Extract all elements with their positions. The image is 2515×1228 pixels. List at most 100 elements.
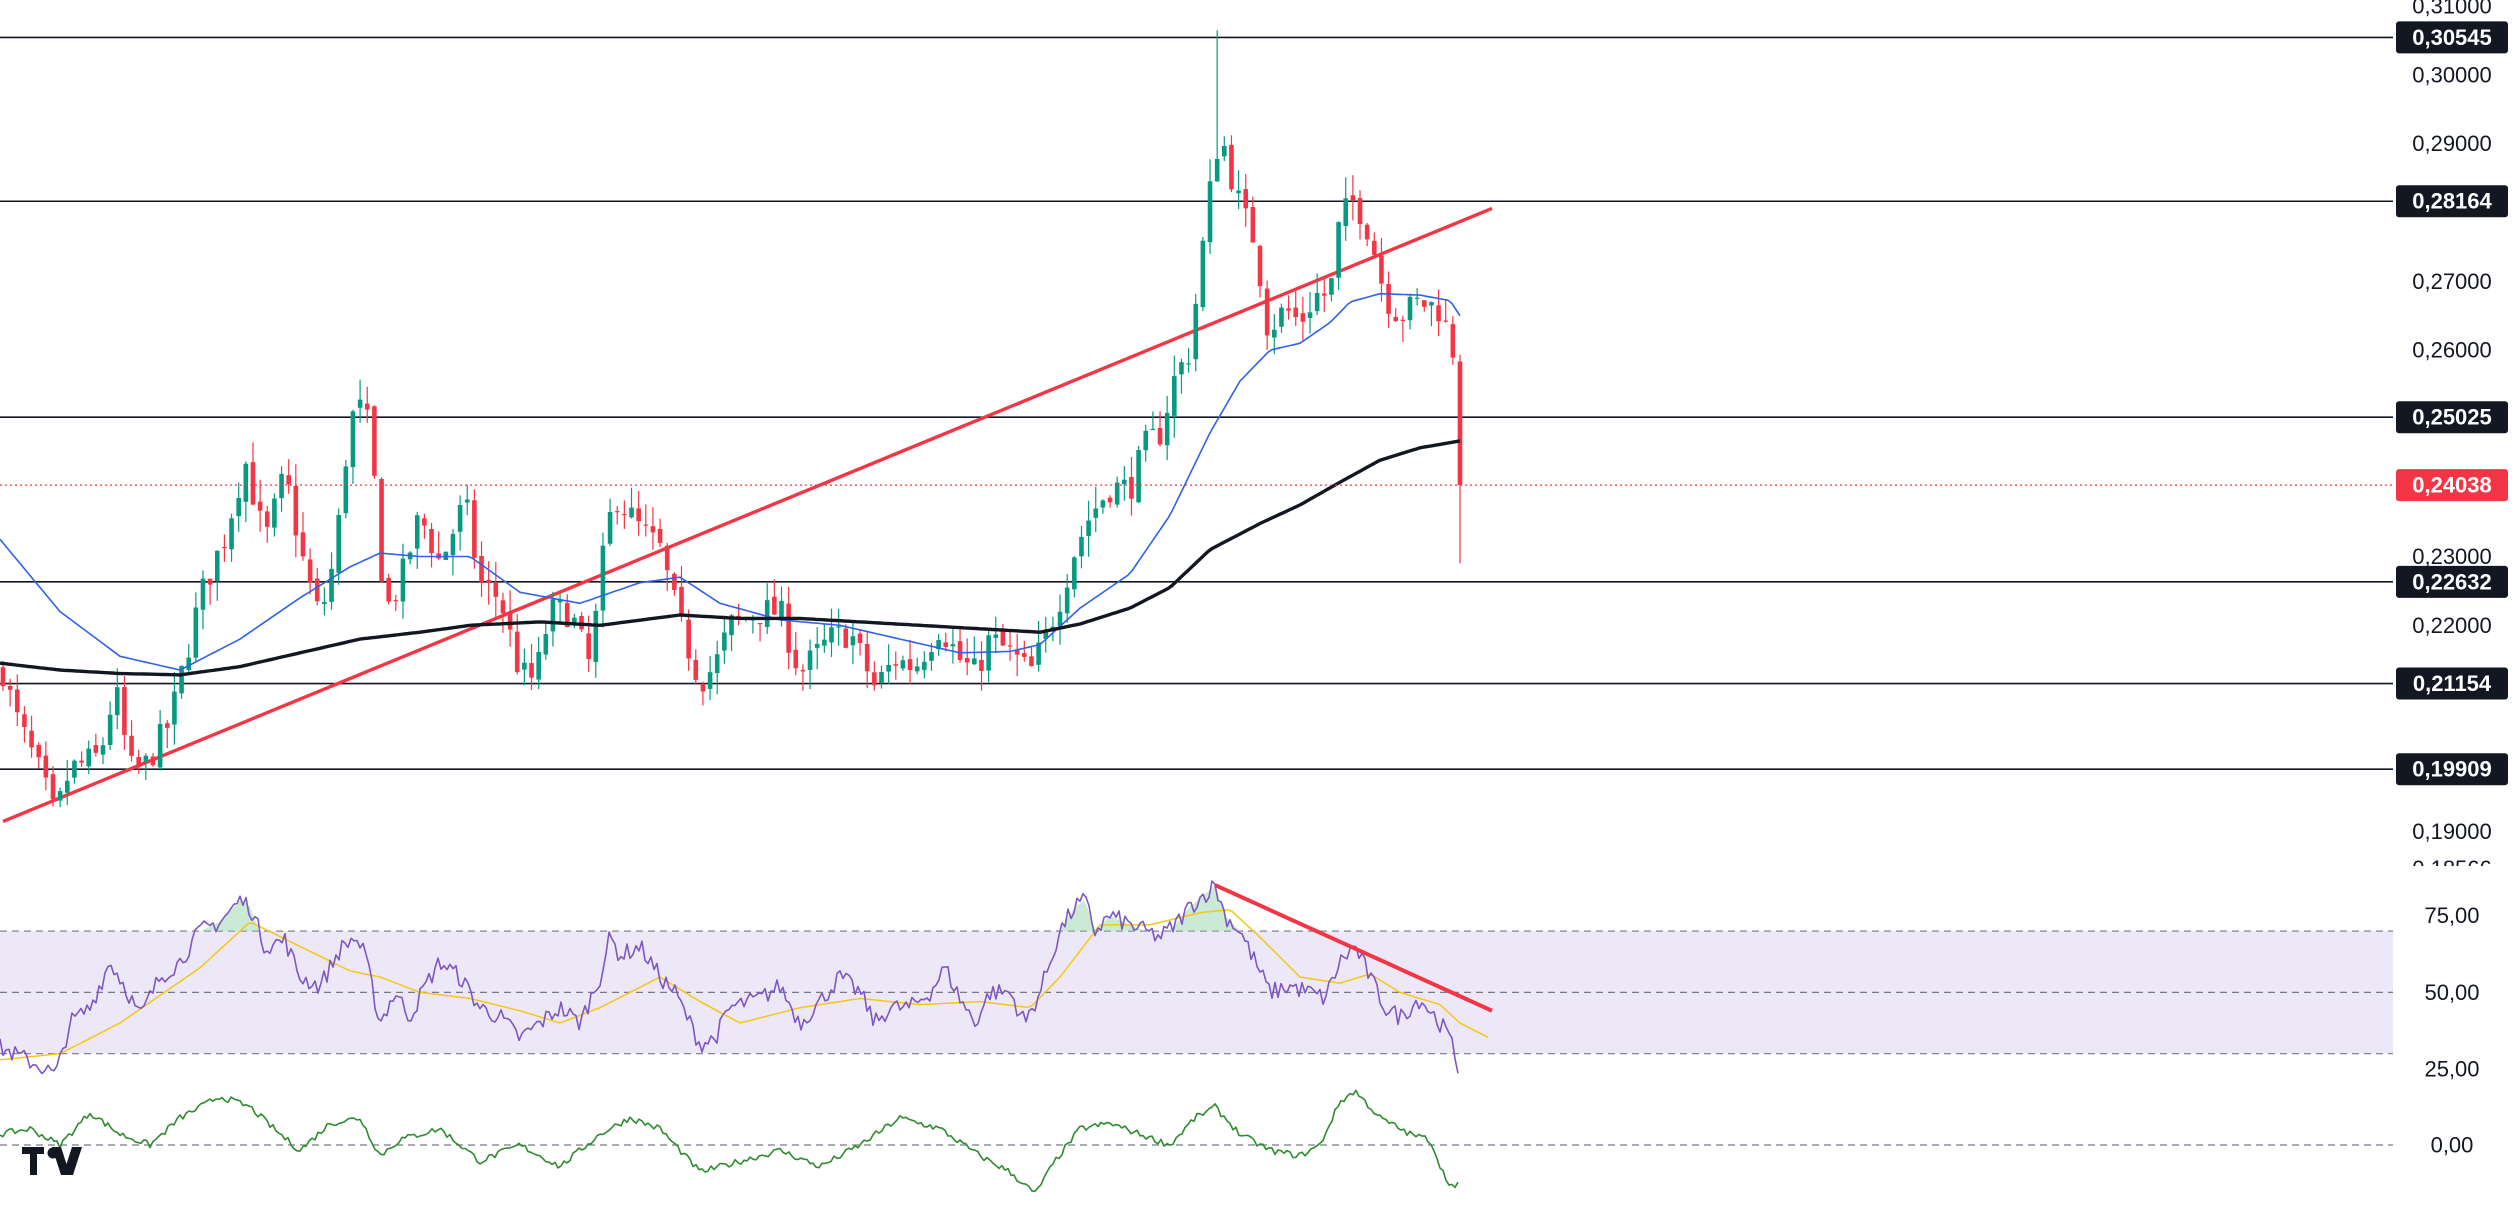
candle-body (736, 615, 741, 618)
candle (822, 623, 827, 653)
price-axis[interactable]: 0,31000 0,30000 0,29000 0,27000 0,26000 0,230… (2393, 0, 2515, 1158)
candle (1414, 288, 1420, 306)
candle-body (843, 628, 849, 648)
candle (336, 508, 341, 585)
candle (850, 622, 856, 665)
candle-body (7, 685, 13, 690)
candle (457, 495, 463, 551)
level-badge-2: 0,28164 (2396, 185, 2508, 218)
momentum-tick-label-1: 0,00 (2431, 1133, 2474, 1158)
candle (1107, 495, 1113, 508)
candle-body (1379, 255, 1384, 284)
candle-body (686, 619, 691, 659)
candle-body (543, 634, 549, 655)
candle-body (457, 505, 463, 532)
candle (507, 590, 513, 647)
candle-body (214, 550, 220, 582)
candle-body (450, 533, 456, 556)
candle (879, 665, 884, 689)
candle-body (1150, 428, 1156, 431)
candle (700, 681, 706, 706)
candle (929, 643, 934, 671)
candle-body (1343, 198, 1349, 227)
candle-body (700, 683, 706, 692)
price-tick-label-8: 0,19000 (2412, 819, 2492, 844)
candle (414, 511, 420, 569)
candle-body (143, 755, 149, 763)
candle-body (79, 760, 84, 763)
oscillator-trendline (1214, 883, 1493, 1013)
candle (1022, 640, 1027, 662)
candle-body (500, 600, 506, 614)
candle-body (1122, 479, 1127, 485)
candle (1329, 278, 1334, 302)
candle-body (536, 652, 541, 680)
price-tick-label-6: 0,23000 (2412, 544, 2492, 569)
candle (1264, 280, 1270, 350)
oscillator-band (0, 930, 2393, 1055)
candle-body (200, 578, 206, 610)
candle-body (972, 658, 977, 665)
candle-body (414, 515, 420, 549)
candle (1272, 313, 1277, 355)
candle-body (400, 558, 406, 602)
candle (93, 733, 99, 757)
candle (1036, 621, 1041, 672)
candle-body (1243, 189, 1249, 209)
candle-body (1164, 412, 1170, 446)
candle-body (872, 672, 877, 686)
candle-body (193, 607, 199, 658)
candle (1236, 170, 1241, 210)
candle (864, 632, 870, 688)
candle (1350, 175, 1356, 221)
candle (72, 759, 77, 784)
candle (236, 482, 241, 532)
candle-body (514, 631, 520, 673)
candle (79, 751, 84, 767)
oscillator-tick-label-1: 75,00 (2424, 903, 2479, 928)
candle-body (43, 755, 49, 778)
level-badge-6-text: 0,19909 (2412, 757, 2492, 782)
candle (243, 461, 249, 523)
level-badge-4-box (2396, 565, 2508, 598)
candle (1429, 301, 1434, 327)
level-badge-1: 0,30545 (2396, 21, 2508, 54)
candle (1343, 177, 1349, 241)
candle-body (900, 660, 906, 669)
candle (193, 592, 199, 663)
candle (757, 622, 763, 642)
candle-body (1272, 329, 1277, 338)
candle (1179, 358, 1184, 394)
candle-body (793, 649, 799, 669)
candle (186, 644, 191, 676)
candle (300, 512, 306, 561)
tradingview-logo-icon[interactable] (22, 1144, 86, 1178)
candle (922, 651, 927, 679)
candle (550, 591, 556, 647)
price-tick-label-5: 0,26000 (2412, 338, 2492, 363)
candle (1129, 456, 1134, 516)
candle-body (207, 578, 213, 585)
candle (614, 506, 620, 525)
candle-body (993, 634, 999, 638)
candle (793, 631, 799, 676)
candle-body (229, 518, 234, 550)
candle (972, 636, 977, 666)
candle-body (250, 462, 256, 505)
candle-body (279, 473, 284, 499)
candle-body (1143, 430, 1149, 451)
candle-body (136, 757, 142, 766)
candle (386, 573, 391, 605)
level-badge-4: 0,22632 (2396, 565, 2508, 598)
candle (714, 640, 720, 695)
candle-body (622, 514, 627, 516)
candle-body (1443, 320, 1449, 322)
candle-body (50, 774, 56, 800)
candle-body (1207, 181, 1213, 243)
candle (57, 787, 63, 808)
overbought-fill (1168, 886, 1238, 932)
candle-body (772, 596, 777, 615)
candle-body (1214, 159, 1220, 182)
candle-body (893, 664, 899, 666)
